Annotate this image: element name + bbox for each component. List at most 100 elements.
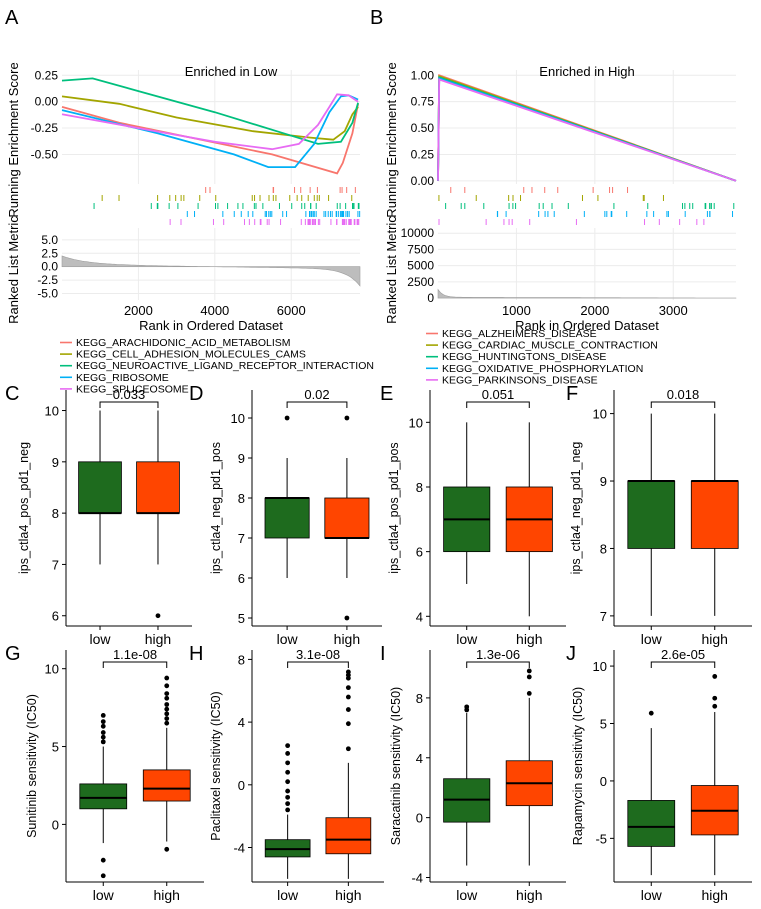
- panel-label-A: A: [5, 7, 19, 29]
- y-tick-label: 8: [600, 541, 607, 556]
- legend-label: KEGG_CELL_ADHESION_MOLECULES_CAMS: [76, 349, 306, 361]
- es-curve: [61, 77, 359, 145]
- outlier-point: [285, 769, 291, 775]
- y-axis-label: ips_ctla4_neg_pd1_neg: [569, 442, 583, 575]
- es-tick-label: -0.50: [31, 147, 59, 161]
- x-tick-label: 2000: [580, 303, 609, 318]
- y-tick-label: 5: [238, 611, 245, 626]
- p-value: 2.6e-05: [661, 647, 705, 662]
- p-value: 0.033: [113, 387, 146, 402]
- legend-label: KEGG_SPLICEOSOME: [76, 383, 189, 395]
- metric-tick-label: -2.5: [37, 273, 58, 287]
- outlier-point: [285, 760, 291, 766]
- panel-label-F: F: [566, 383, 578, 405]
- y-tick-label: 10: [231, 411, 245, 426]
- metric-tick-label: -5.0: [37, 287, 58, 301]
- y-tick-label: -4: [411, 871, 423, 886]
- box-low: [264, 497, 310, 539]
- x-tick-label: high: [334, 631, 360, 647]
- x-axis-label: Rank in Ordered Dataset: [515, 318, 659, 333]
- p-value: 1.1e-08: [113, 647, 157, 662]
- significance-bracket: [650, 401, 716, 408]
- es-curve: [61, 95, 359, 141]
- outlier-point: [345, 685, 351, 691]
- y-tick-label: 0: [238, 778, 245, 793]
- x-tick-label: low: [456, 631, 478, 647]
- y-axis-label: ips_ctla4_neg_pd1_pos: [209, 442, 223, 574]
- x-tick-label: high: [145, 631, 171, 647]
- y-tick-label: 8: [238, 652, 245, 667]
- y-axis-label: ips_ctla4_pos_pd1_neg: [17, 442, 31, 574]
- outlier-point: [285, 788, 291, 794]
- ranked-metric-area: [437, 288, 737, 299]
- outlier-point: [100, 730, 106, 735]
- outlier-point: [285, 801, 291, 807]
- box-high: [690, 480, 739, 549]
- x-tick-label: 3000: [659, 303, 688, 318]
- x-tick-label: high: [702, 887, 728, 903]
- p-value: 1.3e-06: [476, 647, 520, 662]
- outlier-point: [285, 794, 291, 800]
- y-tick-label: 5: [52, 740, 59, 755]
- legend-label: KEGG_OXIDATIVE_PHOSPHORYLATION: [442, 363, 643, 375]
- metric-tick-label: 0: [427, 291, 434, 305]
- y-tick-label: 10: [45, 662, 59, 677]
- y-tick-label: 0: [52, 817, 59, 832]
- significance-bracket: [286, 401, 348, 408]
- y-axis-label: Sunitinib sensitivity (IC50): [25, 694, 39, 838]
- y-tick-label: 6: [416, 545, 423, 560]
- y-tick-label: 5: [600, 717, 607, 732]
- gsea-panel-A: A 0.25 0.00 -0.25 -0.50 Enriched in Low 5.02.5…: [5, 7, 374, 395]
- box-panel-I: I -4 0 4 8 low high 1.3e-06 Saracatinib sensitiv…: [380, 643, 566, 903]
- y-tick-label: -4: [233, 841, 245, 856]
- outlier-point: [100, 723, 106, 729]
- box-panel-D: D 5 6 7 8 9 10 low high 0.02 ips_ctla4_neg_pd1_pos: [189, 383, 382, 647]
- box-low: [79, 783, 128, 810]
- box-panel-H: H -4 0 4 8 low high 3.1e-08 Paclitaxel sensitivi…: [189, 643, 384, 903]
- es-tick-label: 0.50: [411, 121, 435, 135]
- panel-label-B: B: [370, 7, 383, 29]
- y-tick-label: 6: [238, 571, 245, 586]
- box-high: [142, 769, 191, 802]
- x-tick-label: low: [277, 887, 299, 903]
- outlier-point: [164, 702, 170, 707]
- outlier-point: [712, 674, 718, 679]
- x-tick-label: low: [641, 887, 663, 903]
- x-tick-label: low: [456, 887, 478, 903]
- y-tick-label: 10: [593, 659, 607, 674]
- significance-bracket: [287, 661, 349, 668]
- metric-tick-label: 2500: [407, 275, 434, 289]
- significance-bracket: [466, 401, 530, 408]
- outlier-point: [164, 706, 170, 712]
- metric-tick-label: 7500: [407, 242, 434, 256]
- x-tick-label: high: [516, 631, 542, 647]
- significance-bracket: [466, 661, 530, 668]
- p-value: 0.02: [304, 387, 329, 402]
- outlier-point: [712, 703, 718, 709]
- x-tick-label: low: [277, 631, 299, 647]
- y-tick-label: 9: [238, 451, 245, 466]
- p-value: 0.051: [482, 387, 515, 402]
- outlier-point: [100, 719, 106, 725]
- box-low: [78, 461, 122, 514]
- y-axis-label: Paclitaxel sensitivity (IC50): [209, 691, 223, 840]
- outlier-point: [284, 415, 290, 421]
- x-tick-label: 1000: [502, 303, 531, 318]
- metric-y-axis-label: Ranked List Metric: [6, 216, 21, 324]
- panel-label-D: D: [189, 383, 203, 405]
- outlier-point: [164, 711, 170, 717]
- panel-label-I: I: [380, 643, 386, 665]
- box-panel-G: G 0 5 10 low high 1.1e-08 Sunitinib sensitivity…: [5, 643, 204, 903]
- y-tick-label: 4: [416, 751, 423, 766]
- panel-label-H: H: [189, 643, 203, 665]
- x-tick-label: high: [154, 887, 180, 903]
- x-tick-label: high: [702, 631, 728, 647]
- outlier-point: [285, 779, 291, 785]
- outlier-point: [285, 807, 291, 813]
- ranked-metric-area: [61, 255, 361, 287]
- legend-label: KEGG_ALZHEIMERS_DISEASE: [442, 328, 597, 340]
- legend-label: KEGG_NEUROACTIVE_LIGAND_RECEPTOR_INTERAC…: [76, 360, 374, 372]
- outlier-point: [464, 704, 470, 710]
- x-tick-label: high: [516, 887, 542, 903]
- outlier-point: [345, 746, 351, 752]
